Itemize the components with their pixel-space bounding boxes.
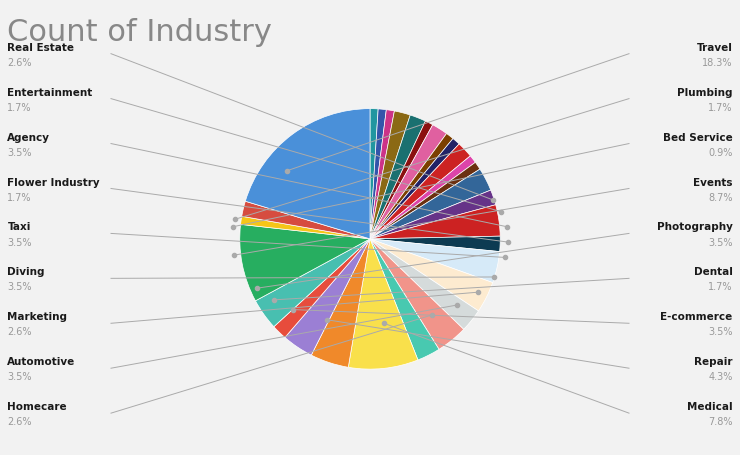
Text: 0.9%: 0.9% bbox=[708, 148, 733, 157]
Text: 1.7%: 1.7% bbox=[708, 103, 733, 113]
Text: Medical: Medical bbox=[687, 402, 733, 412]
Text: 3.5%: 3.5% bbox=[708, 328, 733, 337]
Text: Plumbing: Plumbing bbox=[677, 88, 733, 98]
Wedge shape bbox=[246, 109, 370, 239]
Text: Entertainment: Entertainment bbox=[7, 88, 93, 98]
Text: 2.6%: 2.6% bbox=[7, 417, 32, 427]
Text: Homecare: Homecare bbox=[7, 402, 67, 412]
Text: Taxi: Taxi bbox=[7, 222, 31, 233]
Wedge shape bbox=[370, 111, 410, 239]
Wedge shape bbox=[370, 162, 480, 239]
Text: Marketing: Marketing bbox=[7, 313, 67, 322]
Text: 7.8%: 7.8% bbox=[708, 417, 733, 427]
Text: Travel: Travel bbox=[697, 43, 733, 53]
Text: Bed Service: Bed Service bbox=[663, 133, 733, 142]
Wedge shape bbox=[370, 239, 439, 360]
Wedge shape bbox=[370, 156, 475, 239]
Text: Count of Industry: Count of Industry bbox=[7, 18, 272, 47]
Text: Agency: Agency bbox=[7, 133, 50, 142]
Text: 1.7%: 1.7% bbox=[7, 103, 32, 113]
Wedge shape bbox=[370, 144, 471, 239]
Text: Real Estate: Real Estate bbox=[7, 43, 75, 53]
Wedge shape bbox=[240, 216, 370, 239]
Wedge shape bbox=[370, 169, 491, 239]
Text: E-commerce: E-commerce bbox=[660, 313, 733, 322]
Text: Diving: Diving bbox=[7, 268, 45, 278]
Wedge shape bbox=[370, 205, 500, 239]
Wedge shape bbox=[240, 224, 370, 301]
Wedge shape bbox=[370, 239, 493, 311]
Text: 1.7%: 1.7% bbox=[7, 192, 32, 202]
Wedge shape bbox=[370, 190, 496, 239]
Text: 2.6%: 2.6% bbox=[7, 58, 32, 68]
Wedge shape bbox=[370, 239, 500, 283]
Wedge shape bbox=[370, 236, 500, 252]
Wedge shape bbox=[274, 239, 370, 338]
Text: 3.5%: 3.5% bbox=[708, 238, 733, 248]
Text: 3.5%: 3.5% bbox=[7, 238, 32, 248]
Text: 3.5%: 3.5% bbox=[7, 283, 32, 293]
Wedge shape bbox=[285, 239, 370, 355]
Text: Flower Industry: Flower Industry bbox=[7, 177, 100, 187]
Text: 3.5%: 3.5% bbox=[7, 148, 32, 157]
Wedge shape bbox=[312, 239, 370, 367]
Wedge shape bbox=[370, 115, 425, 239]
Wedge shape bbox=[370, 109, 378, 239]
Wedge shape bbox=[370, 138, 459, 239]
Wedge shape bbox=[349, 239, 418, 369]
Text: 3.5%: 3.5% bbox=[7, 372, 32, 382]
Wedge shape bbox=[370, 110, 394, 239]
Wedge shape bbox=[370, 239, 479, 329]
Text: Automotive: Automotive bbox=[7, 357, 75, 367]
Text: Dental: Dental bbox=[693, 268, 733, 278]
Text: Events: Events bbox=[693, 177, 733, 187]
Text: Photography: Photography bbox=[656, 222, 733, 233]
Text: 4.3%: 4.3% bbox=[708, 372, 733, 382]
Text: 8.7%: 8.7% bbox=[708, 192, 733, 202]
Text: Repair: Repair bbox=[694, 357, 733, 367]
Wedge shape bbox=[370, 109, 386, 239]
Text: 18.3%: 18.3% bbox=[702, 58, 733, 68]
Wedge shape bbox=[370, 125, 446, 239]
Wedge shape bbox=[370, 239, 464, 349]
Wedge shape bbox=[255, 239, 370, 327]
Wedge shape bbox=[242, 201, 370, 239]
Wedge shape bbox=[370, 133, 453, 239]
Text: 1.7%: 1.7% bbox=[708, 283, 733, 293]
Text: 2.6%: 2.6% bbox=[7, 328, 32, 337]
Wedge shape bbox=[370, 121, 433, 239]
